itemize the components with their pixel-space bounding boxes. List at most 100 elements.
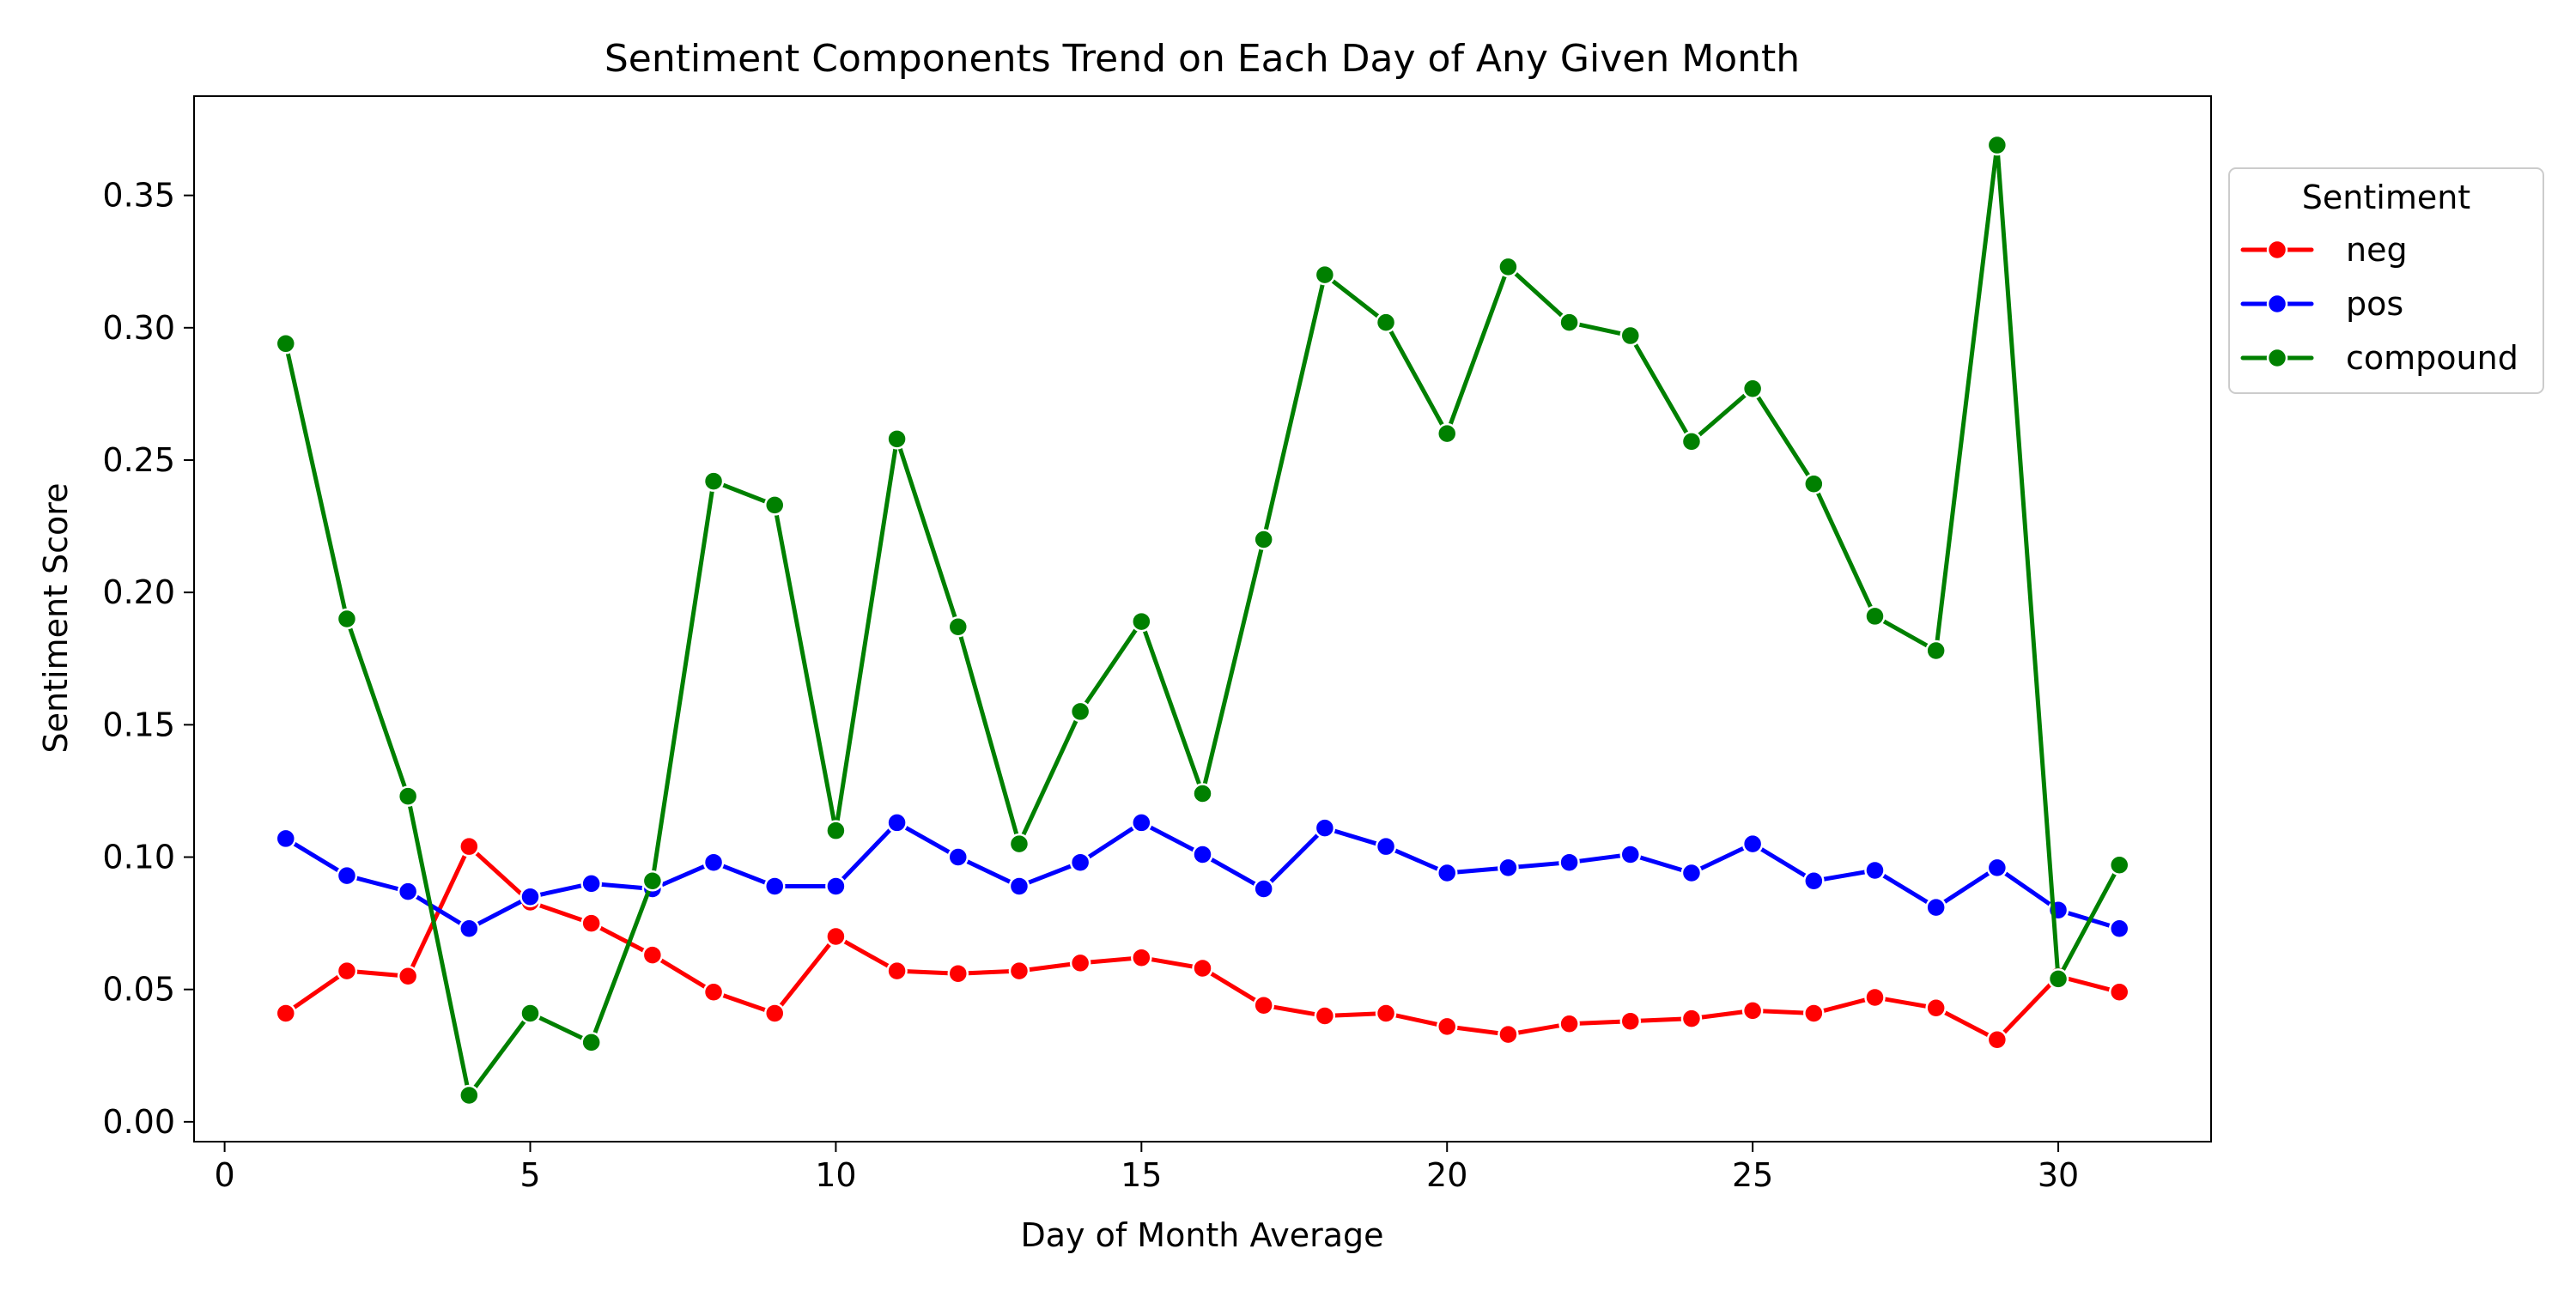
legend-item-pos: pos: [2240, 285, 2403, 323]
data-point-pos: [886, 812, 908, 833]
data-point-neg: [1069, 952, 1091, 974]
data-point-pos: [1925, 896, 1947, 918]
data-point-compound: [886, 428, 908, 450]
data-point-neg: [1498, 1023, 1519, 1046]
data-point-pos: [1131, 812, 1152, 833]
data-point-neg: [459, 835, 480, 858]
x-axis-ticks: 0 5 10 15 20 25 30: [214, 1142, 2079, 1194]
data-point-pos: [2108, 918, 2130, 940]
series-pos: [275, 812, 2130, 940]
data-point-pos: [519, 886, 541, 908]
data-point-pos: [1375, 835, 1397, 858]
data-point-pos: [1803, 870, 1825, 892]
data-point-compound: [2047, 968, 2069, 990]
data-point-compound: [1375, 312, 1397, 333]
y-tick-label: 0.20: [102, 573, 175, 611]
legend-items: neg pos compound: [2240, 231, 2518, 377]
data-point-neg: [1680, 1008, 1703, 1029]
series-layer: [275, 134, 2130, 1106]
data-point-compound: [2108, 854, 2130, 876]
data-point-neg: [1375, 1003, 1397, 1024]
x-tick-label: 10: [815, 1156, 856, 1194]
data-point-pos: [1314, 817, 1336, 839]
data-point-compound: [397, 785, 419, 807]
data-point-neg: [1741, 1000, 1764, 1021]
data-point-pos: [1498, 857, 1519, 879]
legend: Sentiment neg pos compound: [2228, 167, 2544, 394]
y-tick-label: 0.05: [102, 971, 175, 1009]
legend-title: Sentiment: [2302, 179, 2470, 216]
data-point-compound: [1680, 431, 1703, 452]
data-point-pos: [459, 918, 480, 940]
y-tick-label: 0.30: [102, 309, 175, 347]
data-point-neg: [397, 966, 419, 987]
data-point-pos: [1192, 844, 1213, 865]
data-point-pos: [275, 827, 297, 850]
data-point-neg: [1131, 947, 1152, 968]
data-point-compound: [1436, 422, 1458, 445]
data-point-pos: [336, 864, 358, 887]
legend-label-pos: pos: [2346, 285, 2403, 323]
data-point-compound: [336, 608, 358, 630]
data-point-neg: [1925, 997, 1947, 1019]
data-point-pos: [1436, 862, 1458, 884]
data-point-pos: [1741, 833, 1764, 855]
data-point-compound: [1192, 783, 1213, 804]
data-point-pos: [1619, 844, 1642, 865]
data-point-pos: [1680, 862, 1703, 884]
data-point-neg: [580, 912, 602, 934]
data-point-neg: [1864, 986, 1886, 1009]
data-point-compound: [459, 1084, 480, 1106]
legend-marker-neg: [2266, 239, 2288, 261]
data-point-pos: [763, 876, 786, 897]
series-compound: [275, 134, 2130, 1106]
data-point-compound: [1803, 473, 1825, 494]
x-axis-label: Day of Month Average: [1020, 1216, 1383, 1254]
data-point-neg: [1008, 960, 1030, 982]
y-axis-ticks: 0.00 0.05 0.10 0.15 0.20 0.25 0.30 0.35: [102, 177, 194, 1141]
data-point-neg: [1986, 1029, 2008, 1051]
data-point-compound: [519, 1003, 541, 1024]
data-point-neg: [641, 944, 664, 966]
data-point-neg: [1192, 957, 1213, 979]
x-tick-label: 0: [214, 1156, 234, 1194]
data-point-pos: [702, 852, 725, 873]
data-point-compound: [580, 1032, 602, 1053]
data-point-neg: [886, 960, 908, 982]
data-point-neg: [1803, 1003, 1825, 1024]
data-point-neg: [947, 962, 969, 985]
data-point-pos: [1558, 852, 1580, 873]
data-point-neg: [1619, 1010, 1642, 1032]
data-point-pos: [947, 846, 969, 868]
y-tick-label: 0.35: [102, 177, 175, 215]
data-point-neg: [763, 1003, 786, 1024]
data-point-compound: [1558, 312, 1580, 333]
x-tick-label: 20: [1426, 1156, 1467, 1194]
y-tick-label: 0.00: [102, 1103, 175, 1141]
data-point-compound: [1314, 264, 1336, 286]
data-point-neg: [1558, 1013, 1580, 1035]
y-tick-label: 0.25: [102, 441, 175, 479]
data-point-neg: [1436, 1015, 1458, 1038]
legend-label-neg: neg: [2346, 231, 2408, 269]
x-tick-label: 5: [519, 1156, 540, 1194]
legend-item-neg: neg: [2240, 231, 2408, 269]
data-point-neg: [1314, 1005, 1336, 1027]
legend-marker-pos: [2266, 293, 2288, 315]
data-point-neg: [825, 925, 847, 948]
y-axis-label: Sentiment Score: [37, 483, 75, 754]
data-point-neg: [702, 981, 725, 1003]
data-point-compound: [1986, 134, 2008, 156]
data-point-pos: [1864, 859, 1886, 882]
data-point-compound: [947, 616, 969, 638]
x-tick-label: 25: [1732, 1156, 1773, 1194]
x-tick-label: 15: [1121, 1156, 1162, 1194]
data-point-compound: [763, 494, 786, 516]
chart-title: Sentiment Components Trend on Each Day o…: [605, 37, 1800, 81]
legend-marker-compound: [2266, 347, 2288, 369]
plot-area-frame: [193, 95, 2212, 1143]
data-point-pos: [825, 876, 847, 897]
legend-item-compound: compound: [2240, 339, 2518, 377]
